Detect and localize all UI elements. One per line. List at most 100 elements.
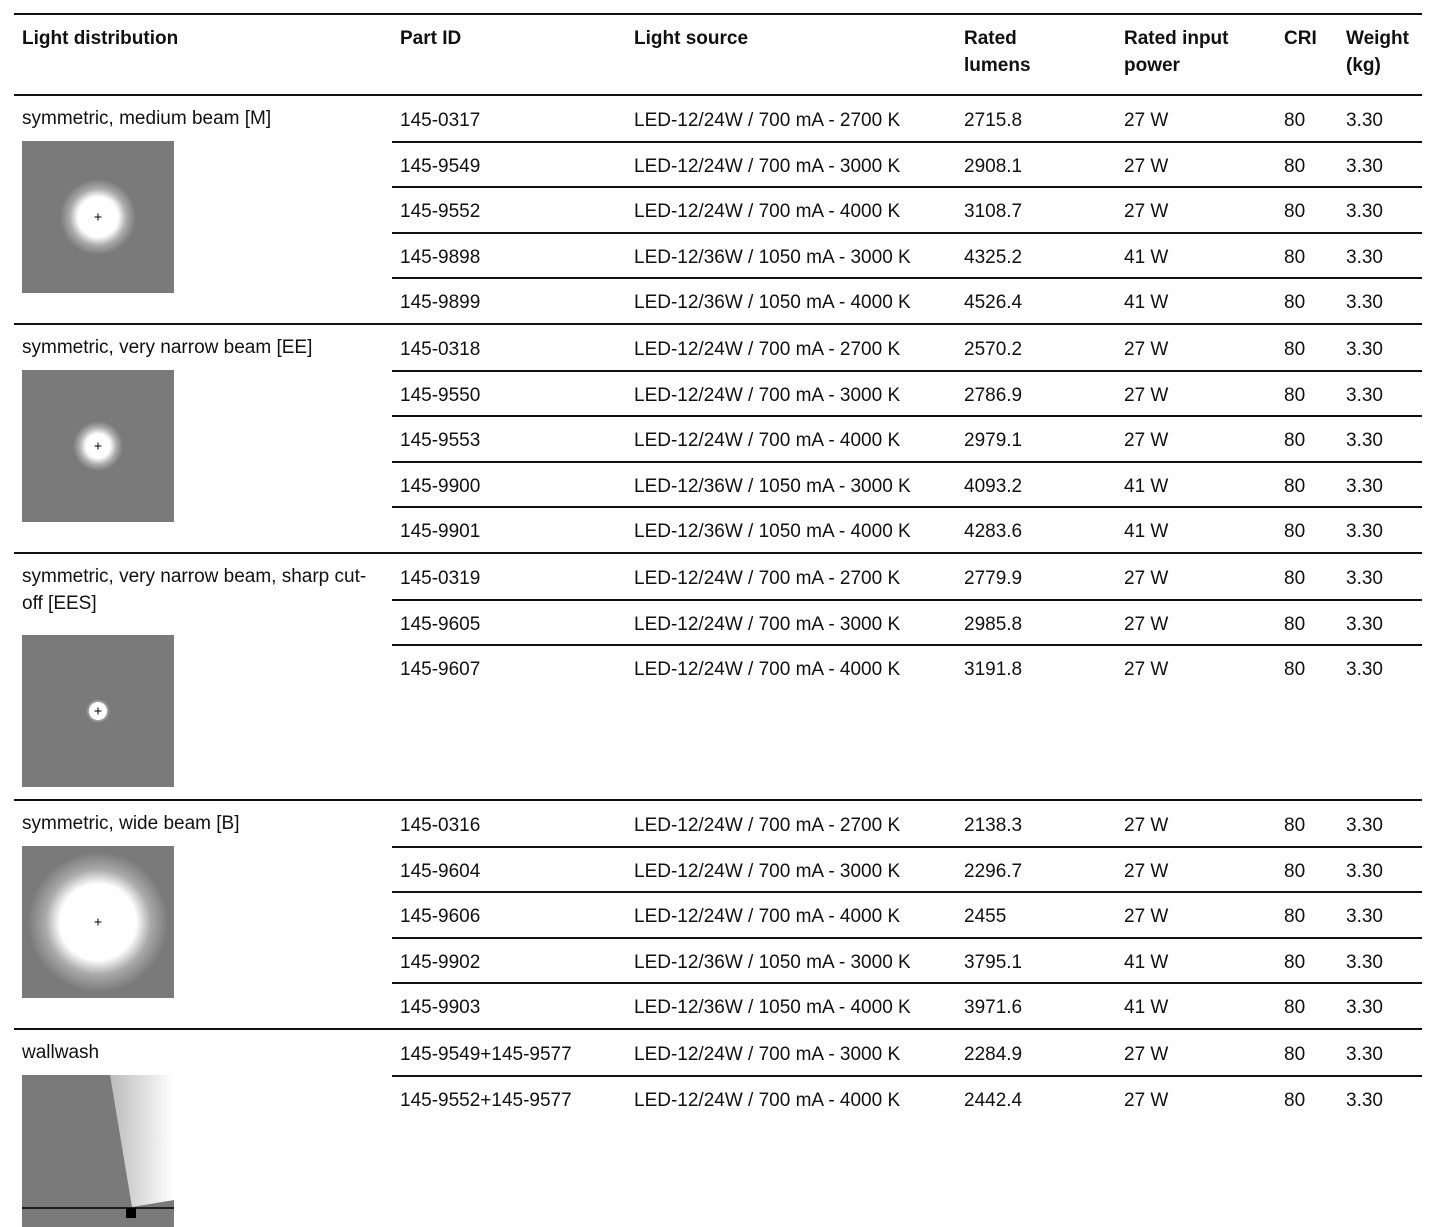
distribution-label: wallwash (22, 1042, 100, 1063)
cell: 3.30 (1346, 997, 1383, 1019)
cell: 3.30 (1346, 384, 1383, 406)
rule (14, 799, 1422, 801)
cell: 145-9552 (400, 201, 481, 223)
rule (392, 1075, 1422, 1077)
distribution-image (22, 141, 174, 293)
cell: 3.30 (1346, 951, 1383, 973)
distribution-image (22, 1075, 174, 1227)
cell: 80 (1284, 201, 1306, 223)
cell: LED-12/24W / 700 mA - 3000 K (634, 860, 901, 882)
rule (392, 232, 1422, 234)
rule (392, 141, 1422, 143)
cell: 4093.2 (964, 475, 1023, 497)
cell: 3.30 (1346, 613, 1383, 635)
distribution-image (22, 846, 174, 998)
cell: 3191.8 (964, 659, 1023, 681)
cell: 3.30 (1346, 1089, 1383, 1111)
cell: LED-12/24W / 700 mA - 4000 K (634, 659, 901, 681)
cell: 3.30 (1346, 110, 1383, 131)
cell: 41 W (1124, 292, 1169, 314)
cell: 145-9604 (400, 860, 481, 882)
rule (14, 1028, 1422, 1030)
cell: 3.30 (1346, 860, 1383, 882)
cell: LED-12/36W / 1050 mA - 4000 K (634, 292, 911, 314)
cell: 27 W (1124, 201, 1169, 223)
cell: LED-12/24W / 700 mA - 3000 K (634, 155, 901, 177)
cell: LED-12/36W / 1050 mA - 3000 K (634, 951, 911, 973)
cell: 145-9903 (400, 997, 481, 1019)
rule (14, 323, 1422, 325)
cell: 80 (1284, 475, 1306, 497)
cell: 27 W (1124, 568, 1169, 589)
cell: LED-12/24W / 700 mA - 3000 K (634, 613, 901, 635)
cell: 80 (1284, 1044, 1306, 1065)
cell: 2779.9 (964, 568, 1023, 589)
cell: 3.30 (1346, 201, 1383, 223)
rule (392, 891, 1422, 893)
cell: 3.30 (1346, 521, 1383, 543)
cell: 2296.7 (964, 860, 1023, 882)
cell: 3971.6 (964, 997, 1023, 1019)
cell: LED-12/24W / 700 mA - 2700 K (634, 815, 901, 836)
cell: 145-9607 (400, 659, 481, 681)
cell: 27 W (1124, 110, 1169, 131)
rule (392, 937, 1422, 939)
distribution-image (22, 370, 174, 522)
cell: LED-12/24W / 700 mA - 4000 K (634, 201, 901, 223)
cell: 2715.8 (964, 110, 1023, 131)
cell: 80 (1284, 155, 1306, 177)
cell: 145-0317 (400, 110, 481, 131)
rule (14, 552, 1422, 554)
cell: 145-0316 (400, 815, 481, 836)
cell: 3795.1 (964, 951, 1023, 973)
cell: LED-12/24W / 700 mA - 2700 K (634, 568, 901, 589)
cell: 3.30 (1346, 475, 1383, 497)
column-header: Part ID (400, 28, 462, 49)
column-header: Rated lumens (964, 28, 1031, 76)
cell: 80 (1284, 997, 1306, 1019)
rule (392, 599, 1422, 601)
cell: 80 (1284, 659, 1306, 681)
rule (392, 644, 1422, 646)
cell: 80 (1284, 613, 1306, 635)
column-header: Light source (634, 28, 749, 49)
cell: 3.30 (1346, 292, 1383, 314)
cell: 3.30 (1346, 568, 1383, 589)
cell: 80 (1284, 339, 1306, 360)
cell: 145-9902 (400, 951, 481, 973)
distribution-label: symmetric, medium beam [M] (22, 108, 272, 129)
cell: 80 (1284, 906, 1306, 928)
distribution-image (22, 635, 174, 787)
cell: 3.30 (1346, 339, 1383, 360)
cell: 145-9900 (400, 475, 481, 497)
cell: 27 W (1124, 906, 1169, 928)
cell: 80 (1284, 292, 1306, 314)
rule (14, 13, 1422, 15)
column-header: Rated input power (1124, 28, 1229, 76)
cell: 2442.4 (964, 1089, 1023, 1111)
cell: 80 (1284, 1089, 1306, 1111)
cell: 4526.4 (964, 292, 1023, 314)
cell: 145-9899 (400, 292, 481, 314)
cell: 27 W (1124, 155, 1169, 177)
cell: 41 W (1124, 997, 1169, 1019)
cell: 80 (1284, 430, 1306, 452)
cell: 3.30 (1346, 246, 1383, 268)
rule (392, 277, 1422, 279)
cell: LED-12/36W / 1050 mA - 3000 K (634, 246, 911, 268)
cell: 80 (1284, 815, 1306, 836)
rule (392, 982, 1422, 984)
cell: 80 (1284, 521, 1306, 543)
distribution-label: symmetric, wide beam [B] (22, 813, 240, 834)
rule (392, 370, 1422, 372)
cell: 145-9606 (400, 906, 481, 928)
column-header: Light distribution (22, 28, 179, 49)
cell: 145-9550 (400, 384, 481, 406)
cell: 145-9549 (400, 155, 481, 177)
cell: 27 W (1124, 339, 1169, 360)
cell: 41 W (1124, 475, 1169, 497)
cell: LED-12/36W / 1050 mA - 4000 K (634, 997, 911, 1019)
cell: 3.30 (1346, 659, 1383, 681)
cell: 4283.6 (964, 521, 1023, 543)
